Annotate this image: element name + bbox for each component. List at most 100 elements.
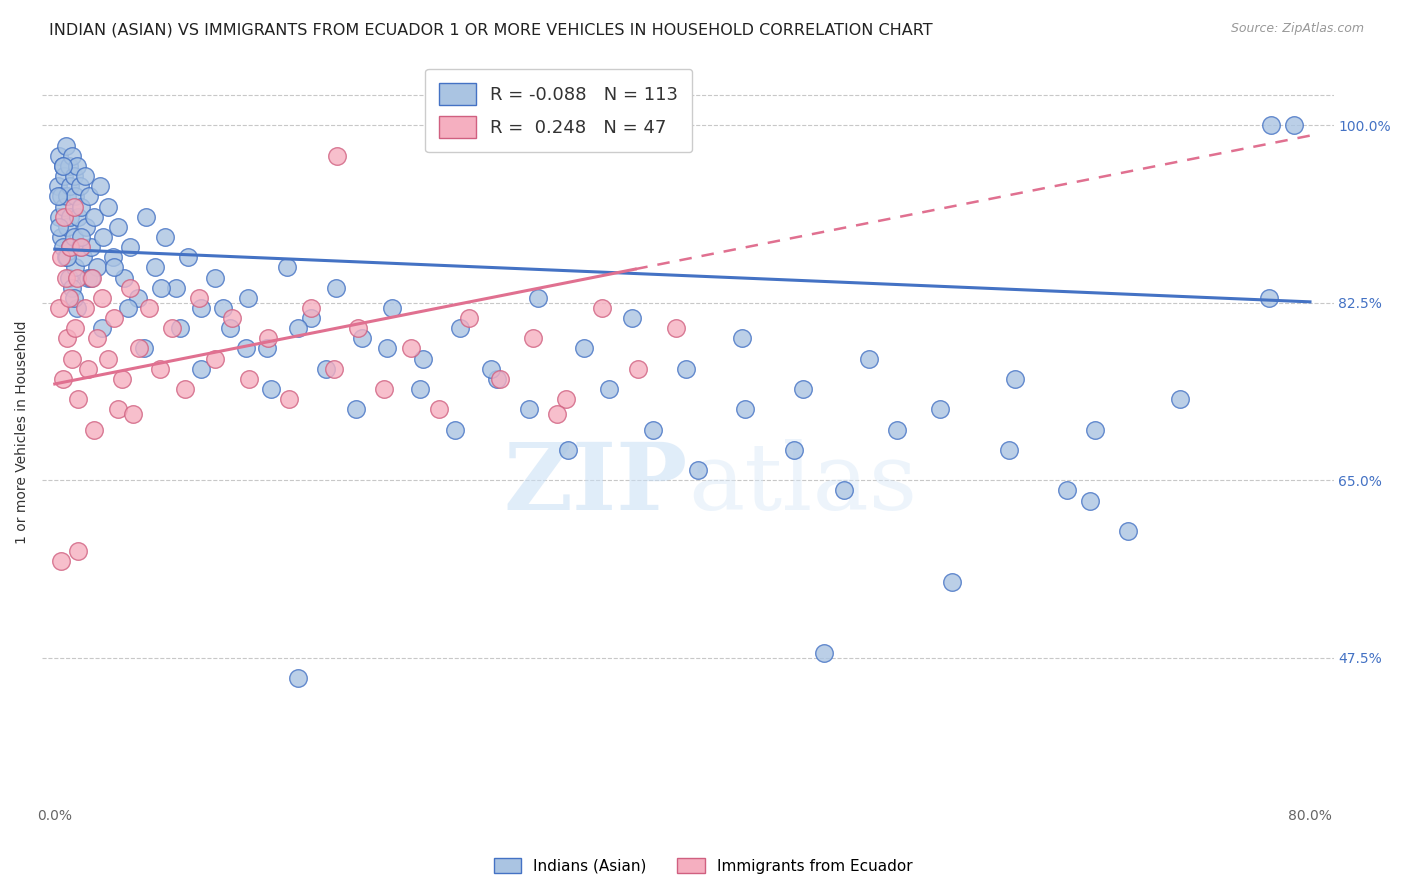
Point <box>89 179 111 194</box>
Point <box>67 392 90 406</box>
Point <box>66 270 89 285</box>
Point <box>53 210 76 224</box>
Point <box>60 149 83 163</box>
Point <box>153 230 176 244</box>
Point <box>1284 119 1306 133</box>
Point <box>59 210 82 224</box>
Point <box>399 342 422 356</box>
Point <box>62 169 84 183</box>
Point <box>190 361 212 376</box>
Point <box>70 200 93 214</box>
Point <box>211 301 233 315</box>
Point <box>86 260 108 275</box>
Point <box>90 321 112 335</box>
Point <box>449 321 471 335</box>
Point <box>315 361 337 376</box>
Point <box>832 483 855 498</box>
Point <box>1084 423 1107 437</box>
Point <box>49 554 72 568</box>
Point <box>63 321 86 335</box>
Point <box>97 351 120 366</box>
Legend: Indians (Asian), Immigrants from Ecuador: Indians (Asian), Immigrants from Ecuador <box>488 852 918 880</box>
Point <box>412 351 434 366</box>
Point <box>686 463 709 477</box>
Point <box>783 442 806 457</box>
Text: INDIAN (ASIAN) VS IMMIGRANTS FROM ECUADOR 1 OR MORE VEHICLES IN HOUSEHOLD CORREL: INDIAN (ASIAN) VS IMMIGRANTS FROM ECUADO… <box>49 22 932 37</box>
Point <box>1056 483 1078 498</box>
Point <box>59 179 82 194</box>
Point <box>188 291 211 305</box>
Point <box>256 342 278 356</box>
Point <box>134 342 156 356</box>
Point <box>149 361 172 376</box>
Point <box>76 361 98 376</box>
Point <box>427 402 450 417</box>
Point <box>591 301 613 315</box>
Point <box>83 423 105 437</box>
Point <box>128 342 150 356</box>
Y-axis label: 1 or more Vehicles in Household: 1 or more Vehicles in Household <box>15 320 30 544</box>
Point <box>62 230 84 244</box>
Point <box>235 342 257 356</box>
Point <box>373 382 395 396</box>
Point <box>49 250 72 264</box>
Point <box>93 230 115 244</box>
Point <box>238 372 260 386</box>
Point <box>55 250 77 264</box>
Point <box>323 361 346 376</box>
Point <box>60 351 83 366</box>
Point <box>527 291 550 305</box>
Point <box>120 280 142 294</box>
Point <box>70 240 93 254</box>
Legend: R = -0.088   N = 113, R =  0.248   N = 47: R = -0.088 N = 113, R = 0.248 N = 47 <box>425 69 692 153</box>
Point <box>941 574 963 589</box>
Point <box>112 270 135 285</box>
Point <box>48 149 70 163</box>
Point <box>858 351 880 366</box>
Point <box>928 402 950 417</box>
Point <box>734 402 756 417</box>
Point <box>731 331 754 345</box>
Point <box>58 159 80 173</box>
Point <box>107 402 129 417</box>
Point <box>56 219 79 234</box>
Point <box>522 331 544 345</box>
Point <box>77 189 100 203</box>
Point <box>62 200 84 214</box>
Point <box>135 210 157 224</box>
Point <box>276 260 298 275</box>
Point <box>63 260 86 275</box>
Point <box>517 402 540 417</box>
Point <box>219 321 242 335</box>
Point <box>598 382 620 396</box>
Point <box>346 321 368 335</box>
Point <box>325 280 347 294</box>
Point <box>52 159 75 173</box>
Point <box>572 342 595 356</box>
Point <box>813 646 835 660</box>
Point <box>49 230 72 244</box>
Point <box>1258 291 1281 305</box>
Point <box>90 291 112 305</box>
Point <box>58 270 80 285</box>
Point <box>80 240 103 254</box>
Point <box>621 311 644 326</box>
Point <box>953 822 976 837</box>
Point <box>73 301 96 315</box>
Point <box>63 189 86 203</box>
Point <box>486 372 509 386</box>
Point <box>122 408 145 422</box>
Point <box>58 291 80 305</box>
Point <box>174 382 197 396</box>
Point <box>287 321 309 335</box>
Point <box>66 159 89 173</box>
Point <box>72 250 94 264</box>
Point <box>444 423 467 437</box>
Point <box>675 361 697 376</box>
Point <box>70 230 93 244</box>
Point <box>46 179 69 194</box>
Point <box>479 361 502 376</box>
Point <box>150 280 173 294</box>
Point <box>52 240 75 254</box>
Point <box>886 423 908 437</box>
